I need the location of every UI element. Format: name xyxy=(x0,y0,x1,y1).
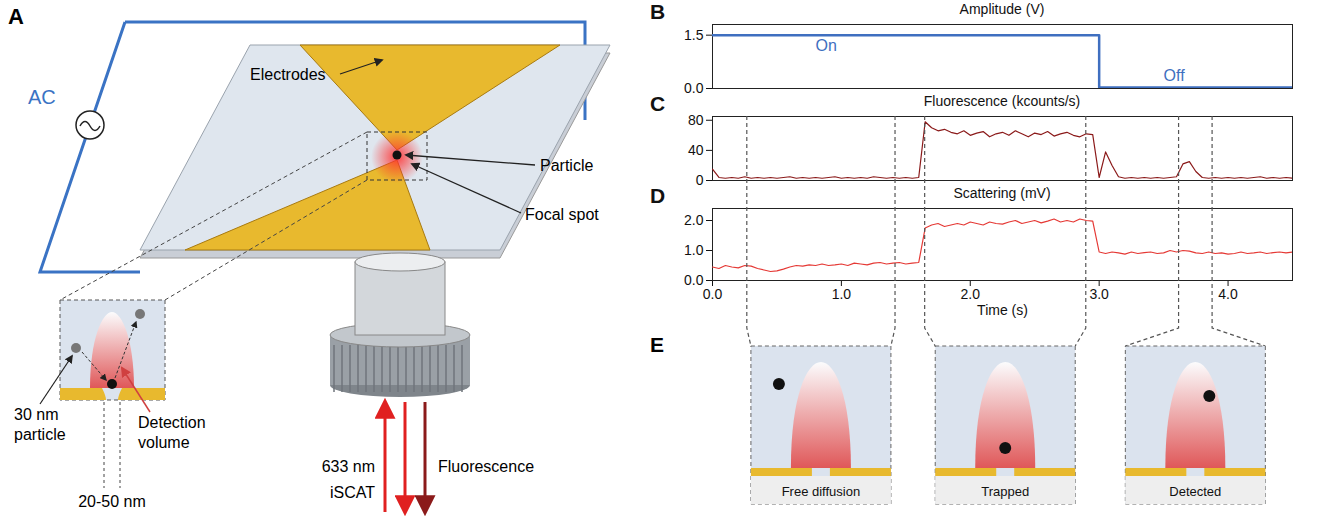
svg-text:40: 40 xyxy=(688,142,704,158)
html-text:Scattering (mV): Scattering (mV) xyxy=(953,185,1051,201)
svg-text:2.0: 2.0 xyxy=(684,212,704,228)
svg-text:iSCAT: iSCAT xyxy=(330,484,375,501)
svg-text:1.5: 1.5 xyxy=(684,27,704,43)
svg-text:Fluorescence: Fluorescence xyxy=(438,458,534,475)
svg-text:0.0: 0.0 xyxy=(684,80,704,96)
svg-text:0: 0 xyxy=(696,172,704,188)
svg-text:1.0: 1.0 xyxy=(832,286,852,302)
svg-text:Detected: Detected xyxy=(1169,484,1221,499)
svg-text:2.0: 2.0 xyxy=(961,286,981,302)
svg-text:80: 80 xyxy=(688,112,704,128)
svg-text:Detection: Detection xyxy=(138,414,206,431)
svg-text:4.0: 4.0 xyxy=(1218,286,1238,302)
svg-text:E: E xyxy=(650,333,664,356)
svg-text:20-50 nm: 20-50 nm xyxy=(78,493,146,510)
svg-text:Time (s): Time (s) xyxy=(977,302,1028,318)
html-text:Amplitude (V): Amplitude (V) xyxy=(959,1,1045,17)
svg-text:1.0: 1.0 xyxy=(684,242,704,258)
svg-text:633 nm: 633 nm xyxy=(322,458,375,475)
svg-text:particle: particle xyxy=(14,426,66,443)
html-text:Fluorescence (kcounts/s): Fluorescence (kcounts/s) xyxy=(923,93,1081,109)
svg-text:30 nm: 30 nm xyxy=(14,406,58,423)
html-text:C: C xyxy=(650,92,666,115)
svg-text:Free diffusion: Free diffusion xyxy=(782,484,861,499)
svg-text:On: On xyxy=(816,37,837,54)
svg-text:AC: AC xyxy=(28,86,56,108)
svg-text:3.0: 3.0 xyxy=(1089,286,1109,302)
svg-text:Off: Off xyxy=(1164,67,1186,84)
svg-text:A: A xyxy=(8,4,24,29)
html-text:B: B xyxy=(650,0,666,23)
svg-text:Focal spot: Focal spot xyxy=(525,206,599,223)
svg-text:Particle: Particle xyxy=(540,157,593,174)
svg-text:Electrodes: Electrodes xyxy=(250,66,326,83)
html-text:D: D xyxy=(650,184,666,207)
svg-text:0.0: 0.0 xyxy=(703,286,723,302)
svg-text:Trapped: Trapped xyxy=(981,484,1029,499)
svg-text:volume: volume xyxy=(138,434,190,451)
svg-text:0.0: 0.0 xyxy=(684,272,704,288)
